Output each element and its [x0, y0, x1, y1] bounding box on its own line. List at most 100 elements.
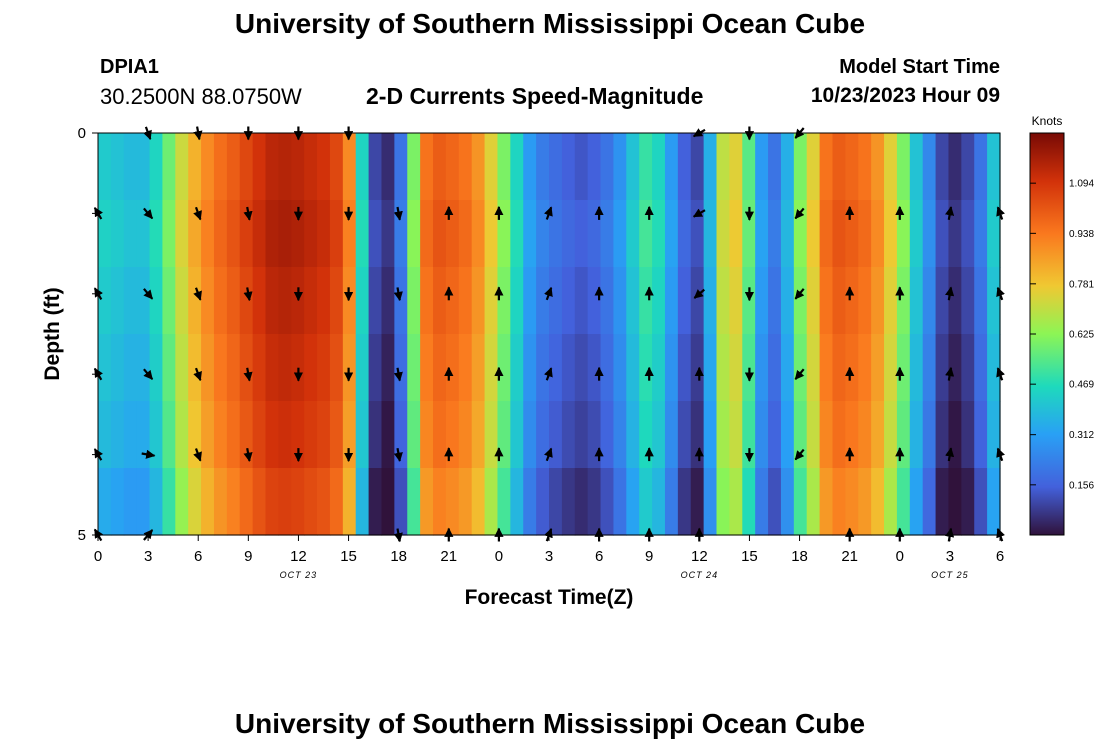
heat-cell [716, 401, 730, 469]
x-tick-label: 6 [996, 548, 1004, 565]
heat-cell [484, 133, 499, 201]
heat-cell [149, 267, 164, 335]
direction-arrow [193, 206, 202, 221]
heat-cell [497, 334, 511, 402]
heat-cell [342, 267, 357, 335]
heat-cell [317, 334, 331, 402]
direction-arrow [794, 448, 805, 461]
heat-cell [355, 401, 370, 469]
heat-cell [845, 267, 859, 335]
heat-cell [677, 267, 692, 335]
heat-cell [368, 267, 383, 335]
heat-cell [175, 267, 189, 335]
direction-arrow [692, 208, 706, 218]
footer-title: University of Southern Mississippi Ocean… [234, 708, 866, 739]
heat-cell [703, 200, 718, 268]
heat-cell [574, 334, 589, 402]
heat-cell [832, 334, 846, 402]
date-label: OCT 24 [681, 570, 719, 580]
heat-cell [716, 133, 730, 201]
x-tick-label: 6 [595, 548, 603, 565]
heat-cell [175, 133, 189, 201]
heat-cell [884, 401, 898, 469]
heat-cell [342, 468, 357, 536]
heat-cell [110, 267, 125, 335]
heat-cell [703, 334, 718, 402]
heat-cell [355, 267, 370, 335]
y-tick-label: 5 [78, 527, 86, 544]
heat-cell [845, 334, 859, 402]
heat-cell [213, 267, 228, 335]
heat-cell [471, 468, 486, 536]
heat-cell [600, 401, 615, 469]
heat-cell [587, 334, 602, 402]
heat-cell [433, 267, 447, 335]
heat-cell [871, 133, 885, 201]
heat-cell [780, 468, 795, 536]
heat-cell [858, 200, 872, 268]
heat-cell [136, 133, 151, 201]
heat-cell [768, 468, 782, 536]
heat-cell [806, 468, 821, 536]
heat-cell [806, 401, 821, 469]
heat-cell [355, 200, 370, 268]
heat-cell [355, 468, 370, 536]
heat-cell [845, 200, 859, 268]
heat-cell [123, 200, 138, 268]
heat-cell [639, 200, 653, 268]
direction-arrow [393, 448, 403, 462]
heat-cell [523, 267, 537, 335]
heat-cell [407, 401, 421, 469]
heat-cell [664, 267, 679, 335]
heat-cell [394, 267, 408, 335]
heat-cell [226, 133, 241, 201]
heat-cell [587, 267, 602, 335]
heat-cell [329, 133, 344, 201]
heat-cell [162, 468, 176, 536]
heat-cell [690, 267, 705, 335]
heat-cell [149, 468, 164, 536]
heat-cell [355, 133, 370, 201]
heat-cell [574, 267, 589, 335]
heat-cell [265, 401, 279, 469]
heat-cell [265, 133, 279, 201]
direction-arrow [996, 447, 1005, 462]
heat-cell [780, 401, 795, 469]
heat-cell [780, 267, 795, 335]
heat-cell [471, 334, 486, 402]
direction-arrow [143, 368, 154, 380]
heat-cell [497, 267, 511, 335]
heat-cell [523, 133, 537, 201]
heat-cell [136, 267, 151, 335]
colorbar-tick-label: 1.094 [1069, 179, 1094, 190]
heat-cell [549, 334, 563, 402]
heat-cell [652, 334, 666, 402]
heat-cell [265, 267, 279, 335]
heat-cell [420, 401, 434, 469]
heat-cell [433, 334, 447, 402]
heat-cell [703, 401, 718, 469]
heat-cell [729, 468, 743, 536]
direction-arrow [243, 367, 253, 382]
heat-cell [458, 133, 473, 201]
heat-cell [909, 267, 924, 335]
heat-cell [342, 133, 357, 201]
heat-cell [948, 401, 962, 469]
heat-cell [742, 267, 756, 335]
heat-cell [304, 468, 318, 536]
heat-cell [780, 200, 795, 268]
heat-cell [549, 267, 563, 335]
heat-cell [433, 468, 447, 536]
heat-cell [162, 401, 176, 469]
heat-cell [497, 468, 511, 536]
direction-arrow [93, 448, 103, 461]
heat-cell [278, 401, 292, 469]
heat-cell [948, 200, 962, 268]
heat-cell [497, 133, 511, 201]
heat-cell [201, 468, 215, 536]
heat-cell [175, 468, 189, 536]
heat-cell [175, 200, 189, 268]
heat-cell [213, 401, 228, 469]
station-coordinates: 30.2500N 88.0750W [100, 84, 302, 109]
heat-cell [935, 468, 950, 536]
